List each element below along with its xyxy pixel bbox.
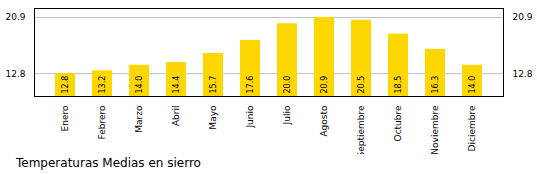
svg-text:13.2: 13.2: [98, 76, 107, 94]
svg-text:Enero: Enero: [60, 105, 70, 131]
svg-text:Diciembre: Diciembre: [467, 105, 477, 151]
svg-text:20.9: 20.9: [513, 12, 533, 22]
svg-text:Junio: Junio: [245, 105, 255, 129]
svg-text:Octubre: Octubre: [393, 105, 403, 141]
html-text:Temperaturas Medias en sierro: Temperaturas Medias en sierro: [16, 156, 201, 170]
svg-text:20.5: 20.5: [357, 76, 366, 94]
svg-text:Mayo: Mayo: [208, 105, 218, 130]
svg-text:18.5: 18.5: [394, 76, 403, 94]
svg-text:12.8: 12.8: [5, 69, 25, 79]
svg-text:12.8: 12.8: [513, 69, 533, 79]
svg-text:Abril: Abril: [171, 106, 181, 127]
svg-text:12.8: 12.8: [61, 76, 70, 94]
svg-text:14.4: 14.4: [172, 76, 181, 94]
svg-text:14.0: 14.0: [135, 76, 144, 94]
svg-text:Febrero: Febrero: [97, 105, 107, 139]
svg-text:20.0: 20.0: [283, 76, 292, 94]
svg-text:20.9: 20.9: [5, 12, 25, 22]
svg-text:20.9: 20.9: [320, 76, 329, 94]
svg-text:Noviembre: Noviembre: [430, 105, 440, 154]
svg-text:15.7: 15.7: [209, 76, 218, 94]
svg-text:Septiembre: Septiembre: [356, 105, 366, 154]
svg-text:16.3: 16.3: [431, 76, 440, 94]
svg-text:14.0: 14.0: [468, 76, 477, 94]
svg-text:Julio: Julio: [282, 105, 292, 125]
svg-text:Agosto: Agosto: [319, 105, 329, 137]
svg-text:Marzo: Marzo: [134, 105, 144, 133]
svg-text:17.6: 17.6: [246, 76, 255, 94]
